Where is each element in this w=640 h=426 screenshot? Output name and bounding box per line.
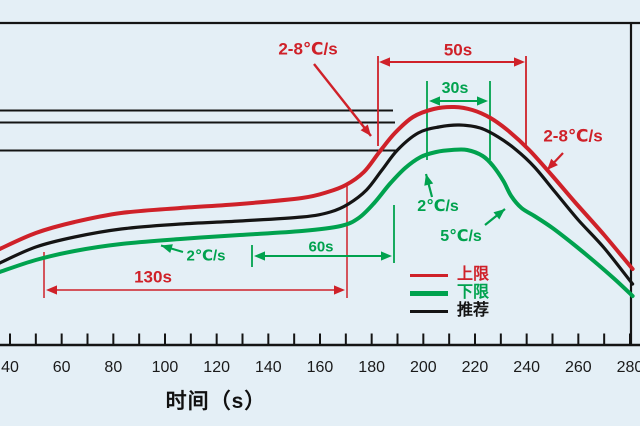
label-span-30s: 30s [441, 80, 469, 97]
legend-item-2: 推荐 [410, 302, 489, 320]
legend-label: 下限 [457, 284, 490, 301]
dim-60s-arrow-head-right [381, 251, 392, 261]
ramp-rate-top-arrow-head [360, 124, 371, 136]
x-tick-label: 160 [306, 359, 334, 376]
rate-2c-mid-arrow-head [424, 174, 434, 186]
x-tick-label: 140 [254, 359, 282, 376]
ramp-rate-top-arrow [313, 63, 372, 137]
x-tick-label: 240 [513, 359, 541, 376]
x-tick-label: 40 [1, 359, 19, 376]
x-tick-label: 80 [104, 359, 123, 376]
dim-130s-arrow-head-right [334, 285, 345, 295]
dim-60s-arrow-head-left [254, 251, 265, 261]
x-tick-label: 200 [409, 359, 437, 376]
dim-30s-arrow-head-left [429, 96, 440, 106]
label-rate-2c-mid: 2℃/s [417, 198, 459, 215]
legend-line-swatch [410, 290, 448, 296]
dim-50s-arrow-head-left [379, 57, 390, 67]
legend-line-swatch [410, 273, 448, 277]
label-rate-2c-left: 2℃/s [186, 247, 226, 265]
dim-30s-arrow-head-right [477, 96, 488, 106]
label-ramp-rate-top: 2-8℃/s [278, 39, 338, 59]
label-span-50s: 50s [443, 40, 473, 60]
legend-label: 推荐 [457, 302, 490, 319]
x-tick-label: 100 [151, 359, 179, 376]
legend-label: 上限 [457, 266, 490, 283]
rate-5c-arrow-head [493, 209, 505, 220]
x-axis-ticks [9, 333, 631, 344]
x-tick-label: 60 [52, 359, 71, 376]
profile-curves [0, 104, 635, 298]
x-tick-label: 180 [358, 359, 386, 376]
x-tick-label: 280 [616, 359, 640, 376]
legend-item-1: 下限 [410, 284, 489, 302]
x-axis-title: 时间（s） [165, 390, 267, 413]
x-tick-label: 120 [203, 359, 231, 376]
legend-item-0: 上限 [410, 266, 489, 284]
rate-2c-left-arrow-head [161, 244, 173, 253]
pointer-arrows [160, 63, 564, 253]
x-tick-label: 260 [564, 359, 592, 376]
label-span-130s: 130s [134, 267, 172, 287]
dim-130s-arrow-head-left [46, 285, 57, 295]
legend: 上限 下限 推荐 [410, 266, 489, 320]
upper-limit-curve [0, 104, 635, 271]
ramp-rate-right-arrow-head [547, 158, 558, 170]
label-rate-5c: 5℃/s [440, 228, 482, 245]
legend-line-swatch [410, 309, 448, 313]
dimension-annotations [43, 56, 527, 298]
recommended-limit-curve [0, 123, 635, 286]
dim-50s-arrow-head-right [514, 57, 525, 67]
label-span-60s: 60s [308, 238, 334, 256]
lower-limit-curve [0, 147, 635, 298]
label-ramp-rate-right: 2-8℃/s [543, 126, 603, 146]
x-tick-label: 220 [461, 359, 489, 376]
